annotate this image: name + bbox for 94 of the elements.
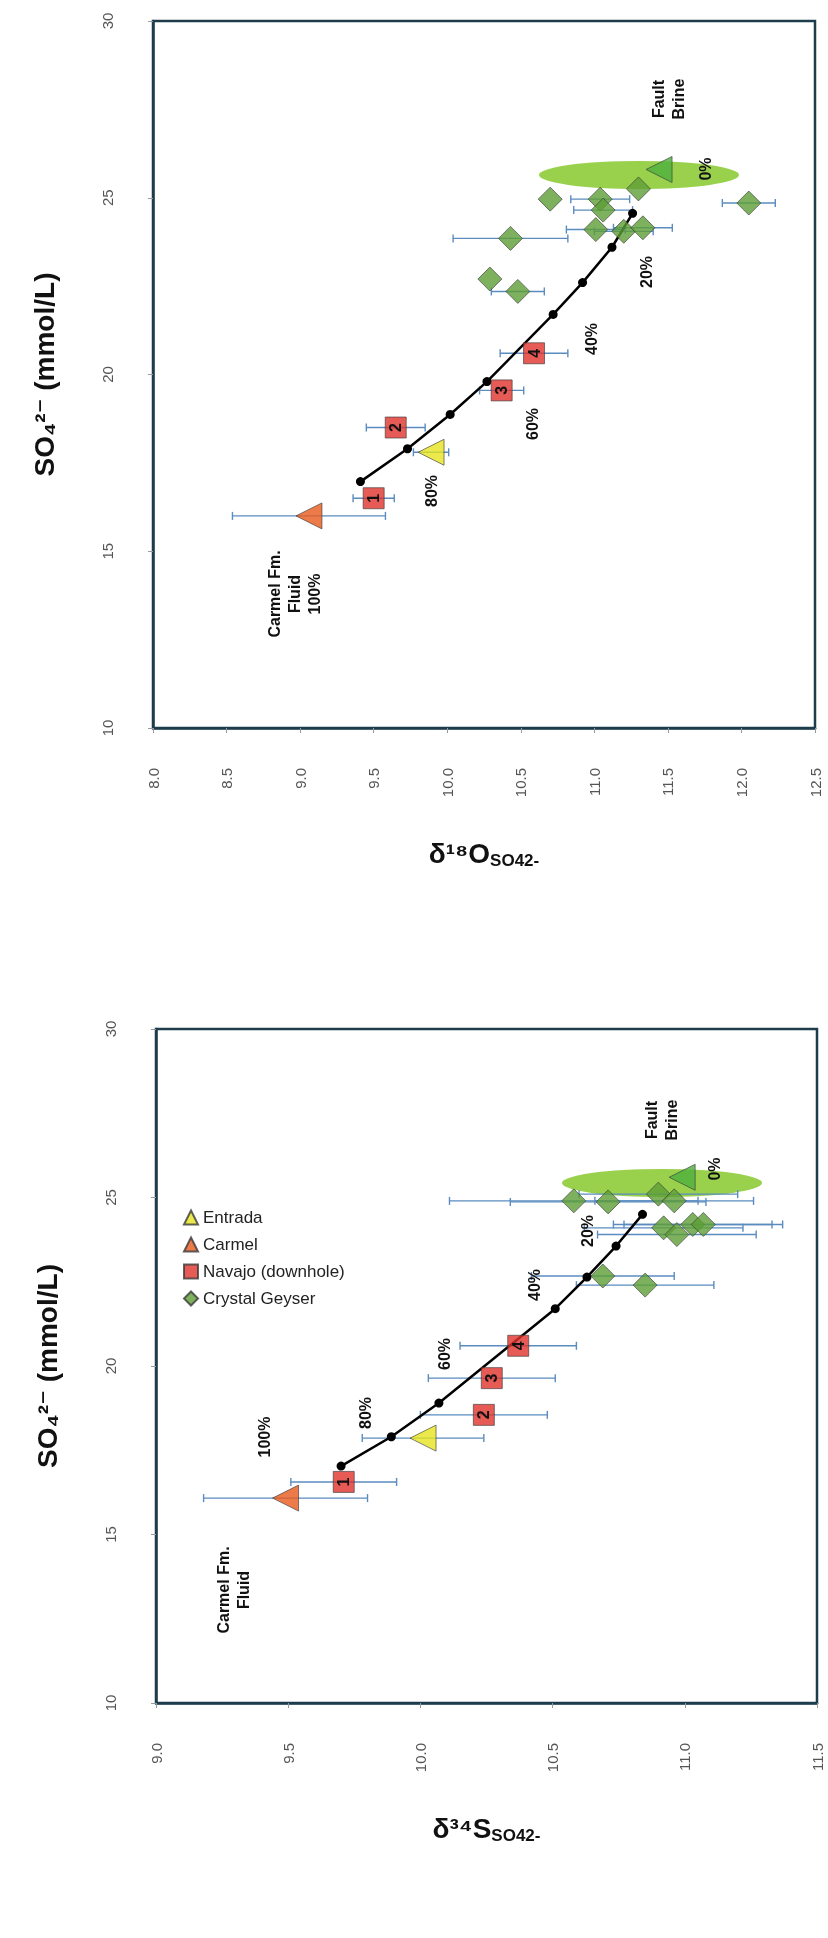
x-tick-label: 12.0 — [732, 768, 750, 798]
point — [607, 242, 617, 252]
x-tick-label: 8.0 — [144, 768, 162, 789]
point — [537, 186, 563, 212]
point — [628, 208, 638, 218]
point — [590, 197, 616, 223]
point — [548, 309, 558, 319]
annotation: Carmel Fm. Fluid 100% — [265, 550, 323, 638]
x-tick-label: 10.5 — [512, 768, 530, 798]
point — [403, 444, 412, 454]
annotation: 60% — [523, 407, 541, 441]
annotation: 3 — [483, 1373, 501, 1383]
annotation: Fault Brine — [649, 78, 687, 120]
point — [355, 477, 365, 487]
point — [295, 502, 323, 530]
y-tick-label: 30 — [102, 1020, 119, 1038]
annotation: 80% — [422, 474, 440, 508]
y-tick-label: 15 — [99, 542, 116, 560]
point — [736, 190, 762, 216]
legend-label: Crystal Geyser — [203, 1289, 316, 1308]
annotation: 2 — [475, 1410, 493, 1420]
point — [583, 217, 609, 242]
annotation: Fault Brine — [642, 1099, 680, 1141]
annotation: 40% — [582, 322, 600, 356]
annotation: 20% — [637, 255, 655, 289]
x-tick-label: 9.5 — [365, 768, 383, 789]
annotation: 1 — [365, 493, 383, 503]
point — [336, 1461, 346, 1471]
point — [611, 1241, 621, 1251]
x-tick-label: 11.0 — [676, 1743, 694, 1772]
x-tick-label: 9.5 — [279, 1743, 297, 1764]
point — [505, 279, 531, 304]
point — [550, 1304, 560, 1314]
x-tick-label: 11.5 — [808, 1743, 826, 1772]
point — [590, 1263, 616, 1289]
point — [690, 1212, 716, 1237]
point — [626, 176, 651, 202]
y-tick-label: 25 — [102, 1189, 119, 1206]
y-tick-label: 20 — [102, 1357, 119, 1375]
annotation: 4 — [525, 348, 543, 358]
point — [578, 278, 588, 288]
point — [498, 226, 523, 251]
point — [668, 1163, 696, 1191]
annotation: 3 — [493, 385, 511, 395]
point — [409, 1424, 437, 1452]
point — [582, 1272, 592, 1282]
x-tick-label: 11.0 — [585, 768, 603, 797]
annotation: 20% — [578, 1214, 596, 1248]
y-axis-title: SO₄²⁻ (mmol/L) — [28, 272, 60, 477]
legend-label: Carmel — [203, 1235, 258, 1254]
point — [445, 409, 455, 419]
x-tick-label: 9.0 — [291, 768, 309, 789]
y-tick-label: 20 — [99, 366, 116, 383]
annotation: 0% — [705, 1157, 723, 1181]
x-tick-label: 10.0 — [438, 768, 456, 798]
legend-label: Entrada — [203, 1208, 264, 1227]
point — [417, 438, 445, 466]
point — [630, 215, 656, 241]
x-tick-label: 10.0 — [411, 1743, 429, 1773]
annotation: 4 — [509, 1341, 527, 1351]
point — [638, 1209, 647, 1219]
x-tick-label: 10.5 — [544, 1743, 562, 1773]
legend-label: Navajo (downhole) — [203, 1262, 345, 1281]
y-tick-label: 10 — [102, 1694, 119, 1712]
y-tick-label: 30 — [99, 12, 116, 30]
y-tick-label: 25 — [99, 189, 116, 207]
point — [595, 1189, 621, 1215]
y-axis-title: SO₄²⁻ (mmol/L) — [31, 1264, 63, 1468]
y-tick-label: 10 — [99, 719, 116, 737]
point — [632, 1272, 658, 1298]
annotation: 100% — [255, 1416, 273, 1458]
point — [645, 156, 673, 183]
annotation: 0% — [696, 157, 714, 181]
annotation: 40% — [525, 1268, 543, 1302]
annotation: 1 — [335, 1477, 353, 1487]
point — [434, 1398, 444, 1408]
annotation: 80% — [356, 1396, 374, 1430]
x-tick-label: 9.0 — [147, 1743, 165, 1764]
point — [561, 1188, 587, 1214]
y-tick-label: 15 — [102, 1526, 119, 1543]
x-tick-label: 8.5 — [218, 768, 236, 789]
point — [482, 377, 492, 387]
annotation: 60% — [435, 1337, 453, 1371]
point — [645, 1181, 671, 1207]
annotation: Carmel Fm. Fluid — [214, 1546, 252, 1634]
x-tick-label: 12.5 — [806, 768, 824, 798]
point — [661, 1188, 687, 1214]
point — [386, 1432, 396, 1442]
point — [272, 1484, 299, 1512]
x-tick-label: 11.5 — [659, 768, 677, 797]
point — [477, 266, 503, 292]
point — [664, 1222, 690, 1247]
point — [611, 218, 637, 244]
annotation: 2 — [387, 422, 405, 432]
